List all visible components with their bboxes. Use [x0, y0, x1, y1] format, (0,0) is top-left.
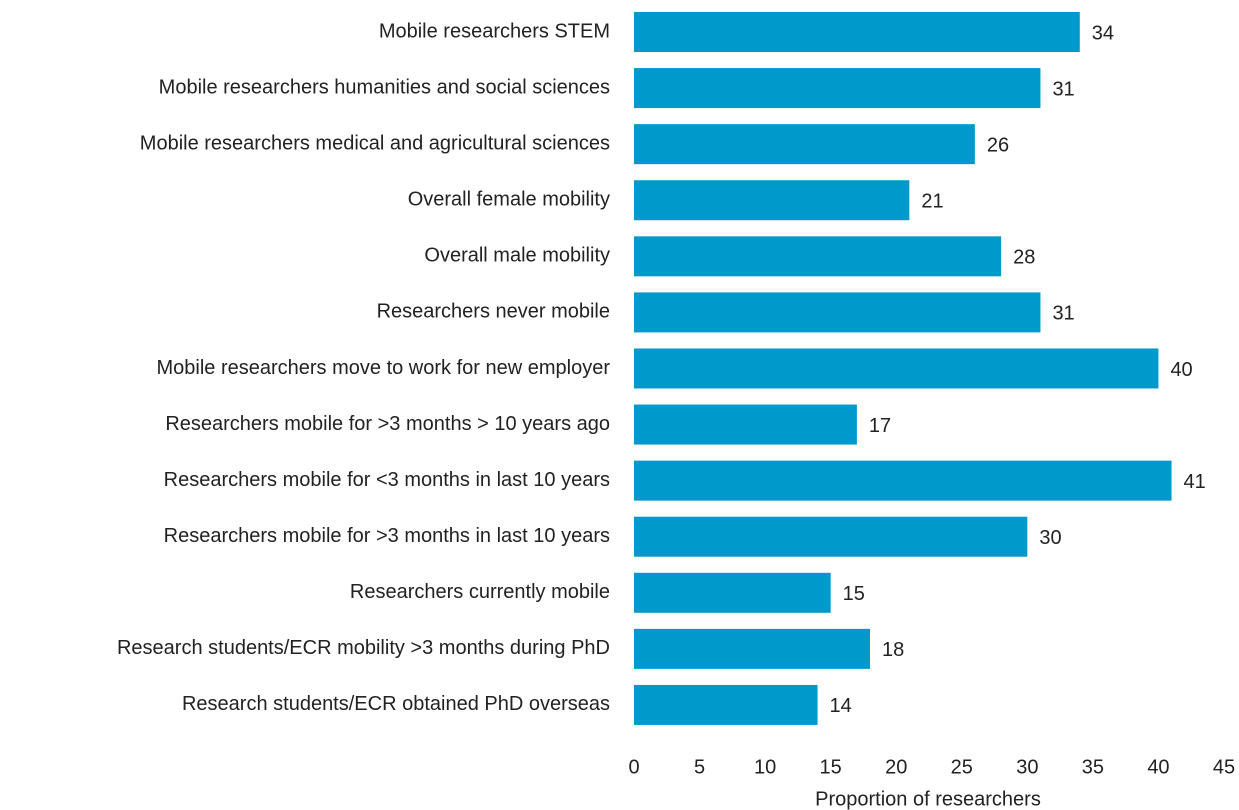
x-tick-label: 20	[885, 756, 907, 778]
x-tick-label: 45	[1213, 756, 1235, 778]
bar	[634, 572, 831, 613]
bar	[634, 516, 1028, 557]
bar	[634, 12, 1080, 52]
value-label: 28	[1013, 247, 1035, 269]
value-label: 30	[1039, 527, 1061, 549]
y-tick-label: Researchers currently mobile	[350, 581, 610, 603]
y-tick-label: Overall male mobility	[424, 245, 610, 267]
value-label: 40	[1170, 359, 1192, 381]
bar	[634, 292, 1041, 333]
y-tick-label: Researchers mobile for >3 months > 10 ye…	[165, 413, 610, 435]
x-tick-label: 5	[694, 756, 705, 778]
bar	[634, 348, 1159, 389]
y-tick-label: Researchers never mobile	[377, 301, 610, 323]
value-label: 14	[830, 695, 852, 717]
bar	[634, 628, 870, 669]
value-label: 15	[843, 583, 865, 605]
y-tick-label: Overall female mobility	[408, 189, 610, 211]
x-tick-label: 40	[1147, 756, 1169, 778]
value-label: 21	[921, 191, 943, 213]
y-tick-label: Mobile researchers move to work for new …	[156, 357, 610, 379]
y-tick-label: Researchers mobile for >3 months in last…	[164, 525, 610, 547]
bar	[634, 68, 1041, 109]
bar	[634, 460, 1172, 501]
bar	[634, 124, 975, 165]
y-tick-label: Research students/ECR mobility >3 months…	[117, 637, 610, 659]
bar	[634, 684, 818, 725]
x-tick-label: 35	[1082, 756, 1104, 778]
y-tick-label: Mobile researchers STEM	[379, 20, 610, 42]
y-tick-label: Mobile researchers medical and agricultu…	[140, 132, 610, 154]
value-label: 18	[882, 639, 904, 661]
x-tick-label: 25	[951, 756, 973, 778]
bar	[634, 236, 1002, 277]
x-tick-label: 0	[628, 756, 639, 778]
bar	[634, 404, 857, 445]
value-label: 26	[987, 134, 1009, 156]
value-label: 31	[1052, 303, 1074, 325]
x-tick-label: 15	[820, 756, 842, 778]
value-label: 41	[1184, 471, 1206, 493]
value-label: 17	[869, 415, 891, 437]
y-tick-label: Mobile researchers humanities and social…	[159, 76, 610, 98]
x-tick-label: 10	[754, 756, 776, 778]
x-axis-title: Proportion of researchers	[815, 788, 1041, 810]
value-label: 34	[1092, 22, 1114, 44]
x-tick-label: 30	[1016, 756, 1038, 778]
y-tick-label: Researchers mobile for <3 months in last…	[164, 469, 610, 491]
value-label: 31	[1052, 78, 1074, 100]
y-tick-label: Research students/ECR obtained PhD overs…	[182, 693, 610, 715]
bar	[634, 180, 910, 221]
